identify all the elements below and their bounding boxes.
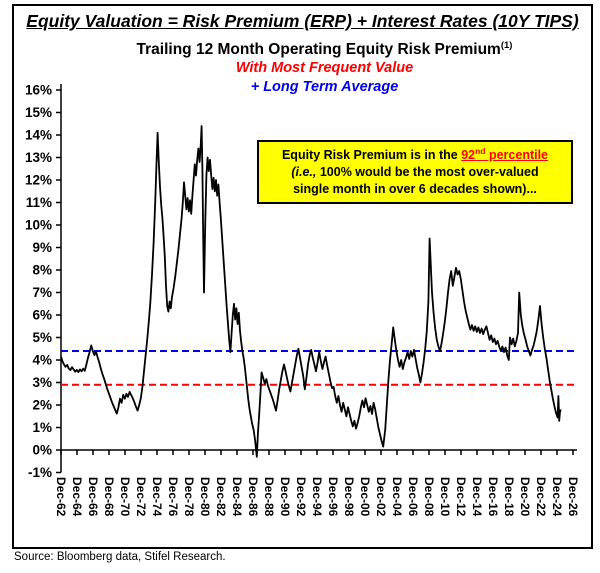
svg-text:11%: 11% [26, 195, 52, 210]
svg-text:Dec-08: Dec-08 [422, 477, 436, 517]
svg-text:Dec-18: Dec-18 [502, 477, 516, 517]
chart-frame: Equity Valuation = Risk Premium (ERP) + … [12, 4, 593, 549]
svg-text:Dec-04: Dec-04 [390, 477, 404, 517]
svg-text:3%: 3% [32, 375, 52, 390]
svg-text:Dec-98: Dec-98 [342, 477, 356, 517]
svg-text:12%: 12% [25, 173, 52, 188]
svg-text:Dec-66: Dec-66 [86, 477, 100, 517]
svg-text:Dec-84: Dec-84 [230, 477, 244, 517]
svg-text:13%: 13% [25, 150, 52, 165]
svg-text:Dec-14: Dec-14 [470, 477, 484, 517]
svg-text:8%: 8% [32, 263, 52, 278]
svg-text:6%: 6% [32, 308, 52, 323]
svg-text:Dec-88: Dec-88 [262, 477, 276, 517]
svg-text:Dec-06: Dec-06 [406, 477, 420, 517]
svg-text:4%: 4% [32, 353, 52, 368]
svg-text:14%: 14% [25, 128, 52, 143]
svg-text:16%: 16% [25, 83, 52, 98]
annotation-line2: (i.e., 100% would be the most over-value… [291, 165, 539, 180]
svg-text:Dec-76: Dec-76 [166, 477, 180, 517]
annotation-line3: single month in over 6 decades shown)... [293, 181, 537, 196]
svg-text:2%: 2% [32, 398, 52, 413]
subtitle-most-frequent: With Most Frequent Value [235, 60, 414, 76]
subtitle-long-term: + Long Term Average [250, 79, 399, 95]
erp-line-chart: 16% 15% 14% 13% 12% 11% 10% 9% 8% 7% 6% 5% 4% 3% 2% 1% 0… [25, 83, 580, 517]
annotation-line1: Equity Risk Premium is in the 92nd perce… [281, 146, 549, 163]
svg-text:Dec-90: Dec-90 [278, 477, 292, 517]
svg-text:Dec-10: Dec-10 [438, 477, 452, 517]
chart-title-text: Trailing 12 Month Operating Equity Risk … [136, 41, 501, 59]
svg-text:Dec-20: Dec-20 [518, 477, 532, 517]
svg-text:Dec-22: Dec-22 [534, 477, 548, 517]
svg-text:Dec-92: Dec-92 [294, 477, 308, 517]
svg-text:Dec-78: Dec-78 [182, 477, 196, 517]
svg-text:Dec-00: Dec-00 [358, 477, 372, 517]
svg-text:Dec-68: Dec-68 [102, 477, 116, 517]
svg-text:Dec-24: Dec-24 [550, 477, 564, 517]
svg-text:10%: 10% [25, 218, 52, 233]
svg-text:Dec-70: Dec-70 [118, 477, 132, 517]
svg-text:0%: 0% [32, 443, 52, 458]
svg-text:9%: 9% [32, 240, 52, 255]
svg-text:Dec-96: Dec-96 [326, 477, 340, 517]
svg-text:Dec-86: Dec-86 [246, 477, 260, 517]
annotation-box: Equity Risk Premium is in the 92nd perce… [257, 140, 573, 204]
svg-text:15%: 15% [25, 105, 52, 120]
svg-text:1%: 1% [32, 420, 52, 435]
svg-text:Dec-62: Dec-62 [54, 477, 68, 517]
svg-text:Dec-72: Dec-72 [134, 477, 148, 517]
svg-text:Dec-64: Dec-64 [70, 477, 84, 517]
svg-text:Dec-12: Dec-12 [454, 477, 468, 517]
svg-text:Dec-94: Dec-94 [310, 477, 324, 517]
svg-text:7%: 7% [32, 285, 52, 300]
chart-title: Trailing 12 Month Operating Equity Risk … [58, 40, 591, 59]
svg-text:Dec-80: Dec-80 [198, 477, 212, 517]
svg-text:5%: 5% [32, 330, 52, 345]
chart-title-footnote-marker: (1) [500, 40, 513, 51]
svg-text:Dec-16: Dec-16 [486, 477, 500, 517]
percentile-highlight: 92nd percentile [461, 146, 549, 163]
svg-text:Dec-82: Dec-82 [214, 477, 228, 517]
svg-text:Dec-02: Dec-02 [374, 477, 388, 517]
source-text: Source: Bloomberg data, Stifel Research. [14, 551, 226, 563]
page-title: Equity Valuation = Risk Premium (ERP) + … [26, 11, 579, 31]
svg-text:Dec-26: Dec-26 [566, 477, 580, 517]
svg-text:-1%: -1% [28, 465, 52, 480]
svg-text:Dec-74: Dec-74 [150, 477, 164, 517]
